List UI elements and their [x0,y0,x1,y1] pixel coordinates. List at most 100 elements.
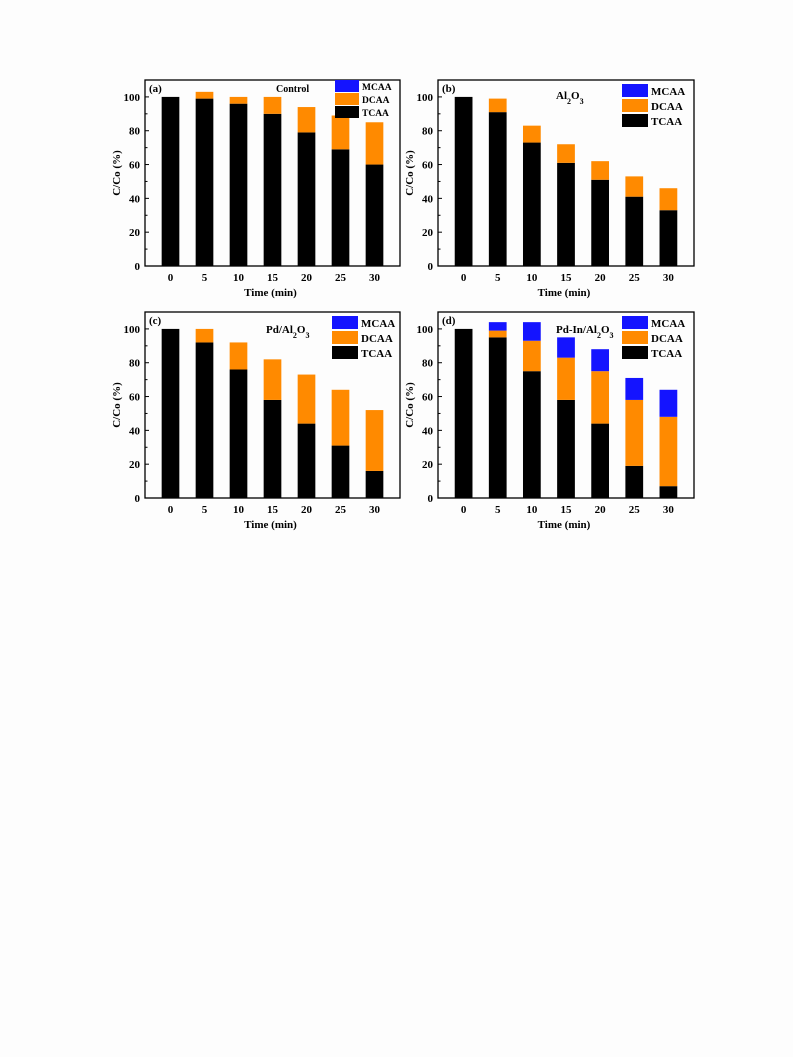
legend-swatch-dcaa [622,331,648,344]
bar-dcaa-15 [557,144,575,163]
y-tick-label: 100 [417,92,434,104]
x-tick-label: 25 [335,504,347,516]
bar-tcaa-20 [297,132,316,266]
bar-tcaa-25 [331,149,350,266]
bar-tcaa-10 [229,103,248,266]
x-tick-label: 30 [663,272,675,284]
y-tick-label: 60 [129,160,141,172]
bar-mcaa-15 [557,337,575,358]
chart-panel-b: 0 20 40 60 80 100 0 5 10 15 20 25 30 Time (min) C/Co (… [404,79,695,299]
legend-swatch-dcaa [332,331,358,344]
x-tick-label: 5 [202,272,208,284]
bar-tcaa-15 [557,162,575,266]
bar-dcaa-30 [365,410,384,471]
bar-tcaa-30 [659,210,678,266]
y-tick-label: 40 [422,193,434,205]
bar-mcaa-20 [591,349,610,372]
bar-dcaa-10 [229,342,248,370]
y-tick-label: 100 [124,92,141,104]
x-tick-label: 0 [168,272,174,284]
x-tick-label: 20 [301,504,313,516]
bar-tcaa-5 [488,337,507,498]
bar-tcaa-5 [195,98,214,266]
bar-tcaa-20 [297,423,316,498]
x-axis-title: Time (min) [244,519,297,531]
bar-dcaa-25 [625,176,644,197]
panel-letter: (b) [442,83,456,95]
legend-swatch-mcaa [335,80,359,92]
bar-tcaa-25 [625,196,644,266]
y-tick-label: 80 [129,126,141,138]
y-tick-label: 0 [428,261,434,273]
x-tick-label: 30 [369,272,381,284]
bar-tcaa-15 [263,113,282,266]
legend-label-dcaa: DCAA [651,101,683,113]
bar-dcaa-25 [625,399,644,466]
y-tick-label: 80 [129,358,141,370]
panel-title: Control [276,84,309,95]
legend-swatch-tcaa [622,114,648,127]
bar-tcaa-0 [454,328,473,498]
bar-dcaa-10 [522,340,541,372]
bar-tcaa-5 [195,342,214,498]
bar-tcaa-15 [557,399,575,498]
x-axis-title: Time (min) [244,287,297,299]
bar-dcaa-30 [659,188,678,211]
y-axis-title: C/Co (%) [404,382,416,428]
legend-label-dcaa: DCAA [361,333,393,345]
bar-tcaa-10 [229,369,248,498]
bar-dcaa-30 [365,122,384,165]
legend-swatch-tcaa [335,106,359,118]
legend-label-mcaa: MCAA [651,86,685,98]
bar-tcaa-20 [591,179,610,266]
x-tick-label: 0 [168,504,174,516]
y-tick-label: 40 [129,425,141,437]
y-axis-title: C/Co (%) [111,150,123,196]
bar-mcaa-5 [488,322,507,331]
bar-tcaa-0 [161,328,180,498]
x-tick-label: 20 [301,272,313,284]
panel-title: Pd/Al2O3 [266,324,309,340]
y-axis-title: C/Co (%) [111,382,123,428]
legend-label-mcaa: MCAA [361,318,395,330]
legend-swatch-tcaa [622,346,648,359]
bar-tcaa-15 [263,399,282,498]
x-tick-label: 5 [495,272,501,284]
legend-swatch-dcaa [622,99,648,112]
bar-dcaa-15 [263,359,282,400]
y-tick-label: 0 [428,493,434,505]
bar-dcaa-20 [591,371,610,424]
bar-tcaa-0 [161,96,180,266]
x-tick-label: 10 [233,272,245,284]
x-tick-label: 25 [629,504,641,516]
y-tick-label: 20 [422,459,434,471]
x-tick-label: 10 [233,504,245,516]
panel-letter: (c) [149,315,162,327]
legend-label-mcaa: MCAA [651,318,685,330]
x-tick-label: 25 [629,272,641,284]
chart-panel-d: 0 20 40 60 80 100 0 5 10 15 20 25 30 Time (min) C/Co (… [404,311,695,531]
x-tick-label: 20 [595,272,607,284]
legend-label-tcaa: TCAA [361,348,392,360]
panel-title: Pd-In/Al2O3 [556,324,614,340]
bar-tcaa-5 [488,112,507,266]
legend-swatch-mcaa [622,84,648,97]
bar-dcaa-25 [331,115,350,150]
chart-panel-a: 0 20 40 60 80 100 0 5 10 15 20 25 30 Time (min) C/Co (… [111,79,401,299]
legend-label-tcaa: TCAA [651,348,682,360]
legend-swatch-mcaa [622,316,648,329]
panel-letter: (a) [149,83,162,95]
bar-dcaa-15 [263,96,282,114]
x-axis-title: Time (min) [538,519,591,531]
y-tick-label: 20 [422,227,434,239]
x-tick-label: 30 [369,504,381,516]
bar-tcaa-25 [331,445,350,498]
y-tick-label: 0 [135,493,141,505]
panel-title: Al2O3 [556,90,584,106]
bar-dcaa-5 [488,330,507,338]
x-tick-label: 10 [526,504,538,516]
bar-dcaa-30 [659,416,678,487]
x-tick-label: 20 [595,504,607,516]
bar-tcaa-20 [591,423,610,498]
